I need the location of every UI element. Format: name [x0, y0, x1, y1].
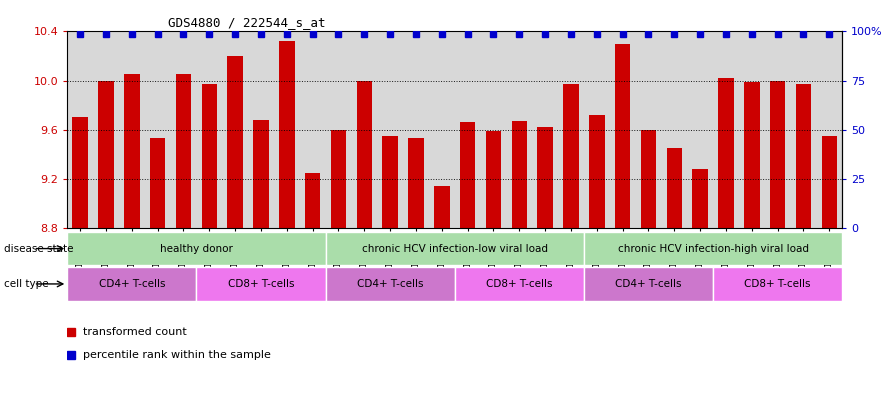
Bar	[305, 173, 321, 228]
Bar	[486, 131, 501, 228]
Text: cell type: cell type	[4, 279, 49, 289]
Bar	[584, 232, 842, 265]
Bar	[279, 41, 295, 228]
Text: disease state: disease state	[4, 244, 74, 253]
Bar	[693, 169, 708, 228]
Bar	[713, 267, 842, 301]
Bar	[454, 267, 584, 301]
Bar	[538, 127, 553, 228]
Bar	[589, 115, 605, 228]
Bar	[584, 267, 713, 301]
Bar	[196, 267, 325, 301]
Bar	[67, 232, 325, 265]
Bar	[744, 82, 760, 228]
Bar	[796, 84, 811, 228]
Text: transformed count: transformed count	[82, 327, 186, 337]
Bar	[822, 136, 837, 228]
Bar	[641, 130, 656, 228]
Bar	[357, 81, 372, 228]
Bar	[254, 120, 269, 228]
Bar	[150, 138, 166, 228]
Bar	[615, 44, 631, 228]
Bar	[434, 186, 450, 228]
Bar	[67, 267, 196, 301]
Text: CD8+ T-cells: CD8+ T-cells	[745, 279, 811, 289]
Bar	[325, 267, 454, 301]
Bar	[512, 121, 527, 228]
Text: GDS4880 / 222544_s_at: GDS4880 / 222544_s_at	[168, 16, 325, 29]
Bar	[719, 78, 734, 228]
Text: CD8+ T-cells: CD8+ T-cells	[486, 279, 553, 289]
Text: CD4+ T-cells: CD4+ T-cells	[616, 279, 682, 289]
Bar	[124, 74, 140, 228]
Text: CD4+ T-cells: CD4+ T-cells	[99, 279, 165, 289]
Bar	[383, 136, 398, 228]
Text: percentile rank within the sample: percentile rank within the sample	[82, 350, 271, 360]
Bar	[202, 84, 217, 228]
Bar	[73, 118, 88, 228]
Bar	[331, 130, 346, 228]
Text: chronic HCV infection-low viral load: chronic HCV infection-low viral load	[362, 244, 547, 253]
Bar	[564, 84, 579, 228]
Text: CD4+ T-cells: CD4+ T-cells	[357, 279, 424, 289]
Bar	[409, 138, 424, 228]
Bar	[176, 74, 191, 228]
Bar	[99, 81, 114, 228]
Text: healthy donor: healthy donor	[159, 244, 233, 253]
Text: CD8+ T-cells: CD8+ T-cells	[228, 279, 294, 289]
Bar	[228, 56, 243, 228]
Bar	[667, 148, 682, 228]
Bar	[325, 232, 584, 265]
Bar	[460, 122, 476, 228]
Bar	[770, 81, 786, 228]
Text: chronic HCV infection-high viral load: chronic HCV infection-high viral load	[617, 244, 808, 253]
